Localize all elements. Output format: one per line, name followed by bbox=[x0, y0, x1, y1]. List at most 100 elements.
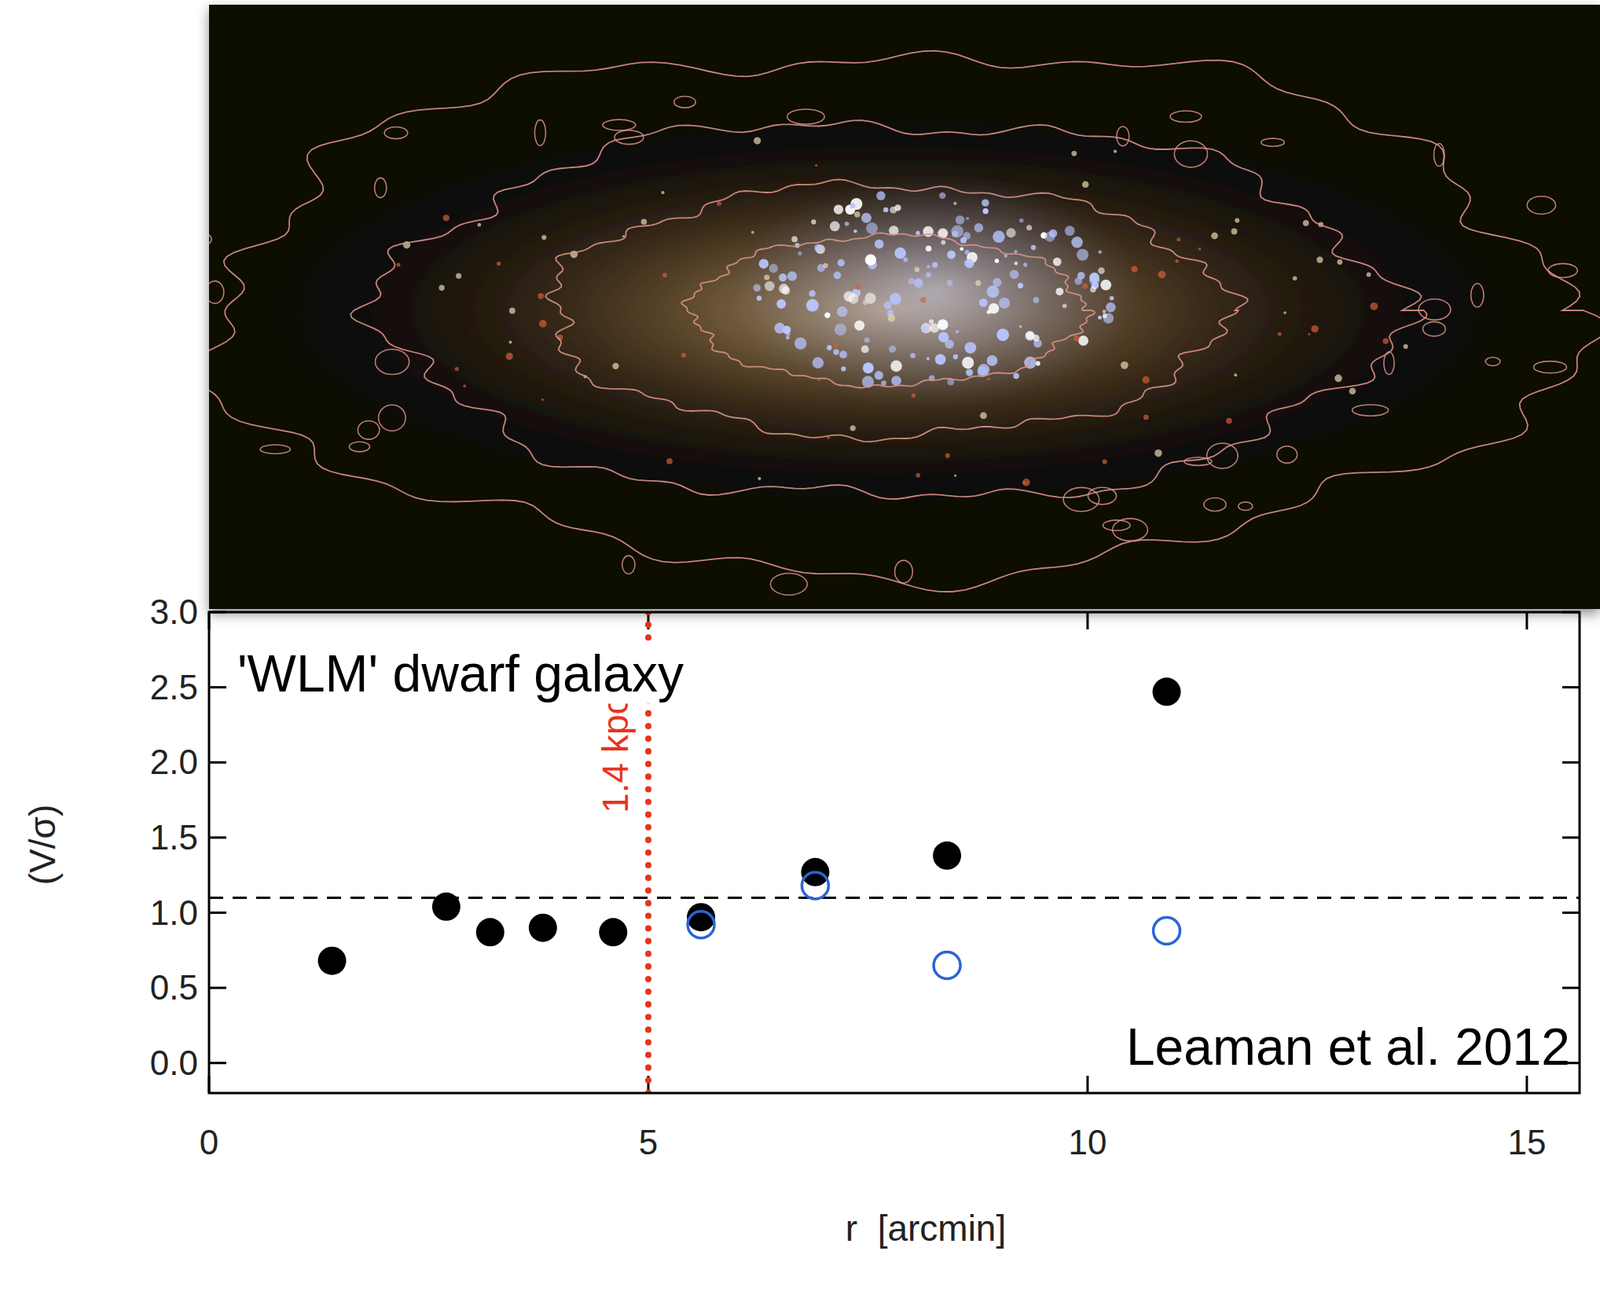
star bbox=[965, 368, 973, 376]
star bbox=[883, 207, 889, 213]
star bbox=[462, 384, 467, 388]
hi-contour bbox=[1261, 138, 1285, 147]
star bbox=[612, 363, 619, 370]
star bbox=[1025, 330, 1035, 340]
star bbox=[854, 320, 865, 331]
star bbox=[889, 206, 897, 214]
hi-contour bbox=[1102, 520, 1131, 531]
star bbox=[945, 453, 951, 459]
star bbox=[752, 284, 761, 293]
star bbox=[1022, 478, 1031, 487]
star bbox=[506, 352, 514, 360]
star bbox=[1022, 480, 1026, 485]
title-group: 'WLM' dwarf galaxy bbox=[234, 642, 687, 705]
star bbox=[660, 190, 665, 195]
point bbox=[932, 841, 962, 870]
y-tick-label: 0.0 bbox=[150, 1043, 199, 1083]
star bbox=[961, 356, 974, 369]
star bbox=[996, 328, 1010, 342]
star bbox=[920, 297, 926, 303]
title-ground bbox=[234, 642, 687, 705]
hi-contour bbox=[1277, 446, 1298, 464]
star bbox=[1031, 245, 1036, 250]
star bbox=[666, 458, 673, 465]
star bbox=[787, 271, 797, 281]
hi-contour bbox=[374, 177, 387, 198]
hi-contour bbox=[1548, 263, 1578, 278]
star bbox=[751, 231, 755, 235]
galaxy-image bbox=[178, 4, 1600, 610]
star bbox=[681, 352, 687, 358]
star bbox=[862, 300, 869, 306]
star bbox=[946, 279, 954, 287]
hi-contour bbox=[1207, 443, 1239, 469]
star bbox=[1316, 256, 1323, 263]
star bbox=[988, 303, 999, 314]
star bbox=[946, 250, 956, 260]
hi-contour bbox=[1063, 487, 1100, 511]
star bbox=[716, 201, 722, 206]
star bbox=[910, 352, 916, 359]
star bbox=[1005, 227, 1016, 238]
star bbox=[1097, 267, 1105, 274]
star bbox=[477, 223, 481, 228]
star bbox=[876, 190, 886, 201]
image-background bbox=[209, 4, 1600, 610]
star bbox=[915, 231, 920, 235]
star bbox=[1292, 275, 1298, 281]
star bbox=[850, 203, 856, 210]
star bbox=[455, 273, 462, 279]
star bbox=[921, 325, 929, 333]
hi-contour bbox=[1203, 497, 1226, 511]
hi-contour bbox=[674, 95, 697, 108]
hi-contour bbox=[1418, 299, 1451, 321]
source: Leaman et al. 2012 bbox=[1126, 1017, 1571, 1076]
star bbox=[935, 354, 947, 366]
star bbox=[1211, 232, 1219, 240]
star bbox=[1097, 315, 1102, 320]
star bbox=[794, 337, 808, 350]
star bbox=[1019, 218, 1024, 223]
hi-contour bbox=[374, 348, 409, 375]
x-tick-label: 10 bbox=[1067, 1122, 1107, 1162]
star bbox=[940, 240, 946, 246]
star bbox=[785, 331, 790, 336]
star bbox=[979, 298, 988, 308]
star bbox=[778, 273, 787, 282]
hi-contour bbox=[1423, 321, 1446, 336]
star bbox=[955, 215, 966, 225]
hi-contour bbox=[1170, 110, 1202, 122]
y-tick bbox=[209, 761, 227, 764]
star bbox=[1019, 325, 1023, 329]
star bbox=[1277, 332, 1282, 337]
x-tick-label: 0 bbox=[199, 1122, 219, 1162]
star bbox=[1062, 303, 1067, 308]
star bbox=[541, 234, 547, 240]
star bbox=[837, 259, 845, 267]
star bbox=[1174, 259, 1178, 263]
star bbox=[883, 300, 892, 309]
star bbox=[1283, 311, 1287, 315]
star bbox=[932, 262, 938, 268]
star bbox=[1076, 249, 1089, 261]
star bbox=[814, 244, 823, 253]
star bbox=[1102, 459, 1108, 465]
star bbox=[1009, 269, 1020, 279]
y-axis-title: (V/σ) bbox=[22, 804, 63, 886]
star bbox=[1013, 249, 1017, 254]
star bbox=[891, 375, 902, 386]
star bbox=[987, 285, 1000, 298]
star bbox=[953, 201, 957, 206]
star bbox=[641, 218, 648, 225]
star bbox=[1307, 333, 1311, 336]
star bbox=[855, 284, 861, 290]
star bbox=[959, 246, 964, 251]
star bbox=[1078, 335, 1089, 346]
point bbox=[933, 951, 961, 979]
star bbox=[1370, 302, 1379, 311]
hi-contour bbox=[895, 560, 914, 584]
star bbox=[1071, 236, 1083, 249]
star bbox=[965, 258, 975, 268]
star bbox=[944, 339, 955, 349]
star bbox=[921, 322, 932, 334]
